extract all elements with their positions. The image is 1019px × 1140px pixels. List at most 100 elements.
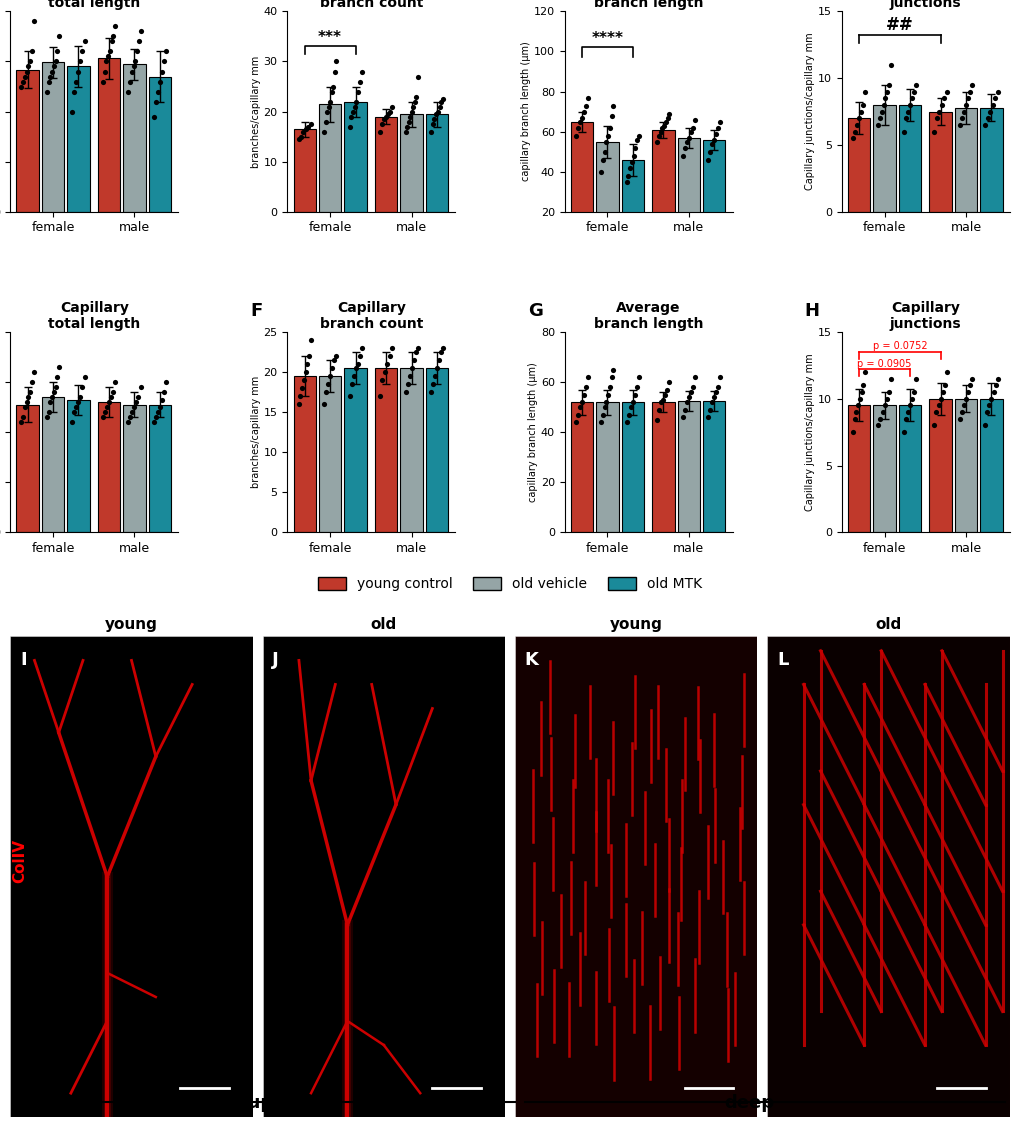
Point [42, 393, 58, 412]
Point [850, 109, 866, 128]
Point [959, 383, 975, 401]
Point [342, 107, 359, 125]
Text: deep: deep [723, 1094, 774, 1113]
Point [298, 363, 314, 381]
Point [343, 375, 360, 393]
Point [957, 96, 973, 114]
Bar [344, 368, 367, 532]
Point [23, 373, 40, 391]
Point [293, 378, 310, 397]
Point [296, 370, 312, 389]
Point [928, 109, 945, 128]
Point [603, 106, 620, 124]
Point [851, 390, 867, 408]
Point [963, 75, 979, 93]
Point [70, 393, 87, 412]
Point [324, 359, 340, 377]
Point [47, 52, 63, 71]
Point [66, 402, 83, 421]
Point [572, 113, 588, 131]
Point [579, 368, 595, 386]
Point [406, 351, 422, 369]
Point [570, 119, 586, 137]
Point [290, 130, 307, 148]
Bar [595, 141, 618, 252]
Title: Average
branch length: Average branch length [593, 301, 703, 331]
Point [378, 107, 394, 125]
Text: old: old [370, 617, 396, 632]
Point [156, 52, 172, 71]
Bar [651, 130, 674, 252]
Point [699, 150, 715, 169]
Point [316, 394, 332, 413]
Text: p = 0.0905: p = 0.0905 [857, 359, 911, 368]
Point [701, 400, 717, 418]
Point [604, 360, 621, 378]
Point [120, 82, 137, 100]
Point [656, 385, 673, 404]
Point [74, 378, 91, 397]
Title: Capillary
total length: Capillary total length [48, 301, 141, 331]
Bar [123, 65, 146, 212]
Point [703, 393, 719, 412]
Point [323, 82, 339, 100]
Point [622, 398, 638, 416]
Point [299, 355, 315, 373]
Text: I: I [20, 651, 26, 669]
Point [105, 27, 121, 46]
Point [875, 397, 892, 415]
Point [132, 378, 149, 397]
Y-axis label: capillary branch length (µm): capillary branch length (µm) [521, 42, 531, 181]
Point [881, 56, 898, 74]
Point [344, 103, 361, 121]
Point [376, 109, 392, 128]
Point [156, 383, 172, 401]
Point [51, 358, 67, 376]
Point [328, 52, 344, 71]
Point [434, 90, 450, 108]
Y-axis label: capillary branch length (µm): capillary branch length (µm) [528, 363, 537, 502]
Point [22, 52, 39, 71]
Point [871, 109, 888, 128]
Point [626, 385, 642, 404]
Point [961, 376, 977, 394]
Point [650, 127, 666, 145]
Point [426, 109, 442, 128]
Point [428, 105, 444, 123]
Bar [621, 160, 643, 252]
Bar [571, 122, 592, 252]
Bar [571, 402, 592, 532]
Point [16, 67, 33, 86]
Point [51, 27, 67, 46]
Point [70, 63, 87, 81]
Point [620, 406, 636, 424]
Point [655, 116, 672, 135]
Point [382, 103, 398, 121]
Point [152, 73, 168, 91]
Point [601, 378, 618, 397]
Point [328, 347, 344, 365]
Point [13, 78, 30, 96]
Point [955, 397, 971, 415]
Bar [872, 406, 895, 532]
Point [350, 355, 366, 373]
Bar [344, 101, 367, 212]
Point [568, 413, 584, 431]
Point [873, 103, 890, 121]
Point [152, 398, 168, 416]
Y-axis label: Capillary junctions/capillary mm: Capillary junctions/capillary mm [805, 353, 814, 511]
Point [618, 413, 634, 431]
Point [148, 92, 164, 111]
Point [347, 359, 364, 377]
Point [434, 339, 450, 357]
Point [856, 363, 872, 381]
Point [982, 390, 999, 408]
Text: young: young [105, 617, 158, 632]
Point [629, 130, 645, 148]
Point [682, 383, 698, 401]
Point [711, 368, 728, 386]
Point [20, 57, 37, 75]
Point [372, 386, 388, 405]
Point [303, 115, 319, 133]
Point [379, 355, 395, 373]
